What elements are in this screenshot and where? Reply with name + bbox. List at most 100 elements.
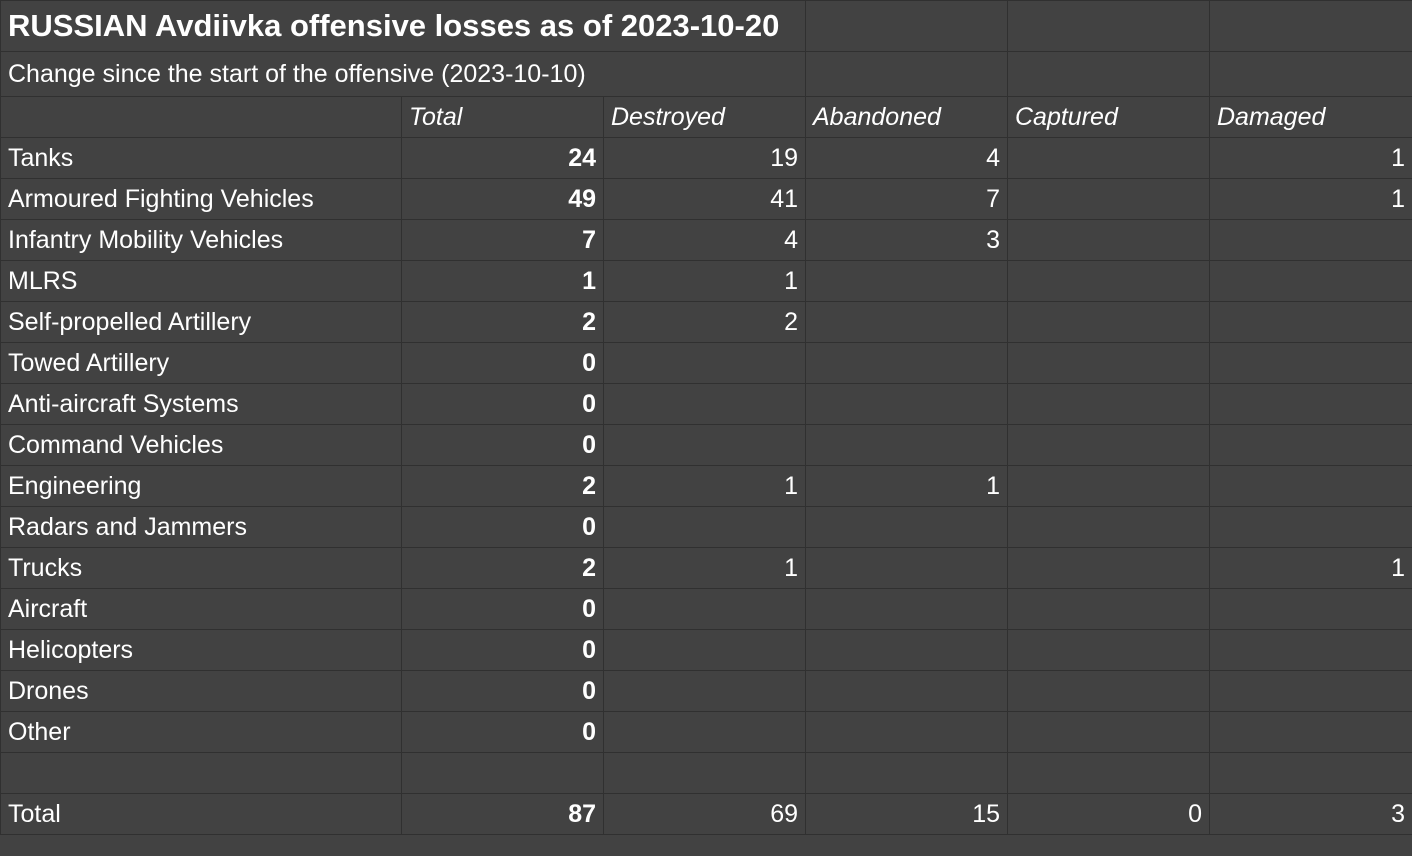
cell-captured[interactable] xyxy=(1007,424,1210,466)
cell-captured[interactable] xyxy=(1007,342,1210,384)
cell-captured[interactable] xyxy=(1007,137,1210,179)
cell-destroyed[interactable]: 1 xyxy=(603,547,806,589)
cell-category[interactable] xyxy=(0,752,402,794)
cell-captured[interactable] xyxy=(1007,383,1210,425)
cell-total[interactable]: 0 xyxy=(401,629,604,671)
cell-category[interactable]: Engineering xyxy=(0,465,402,507)
cell-damaged[interactable] xyxy=(1209,588,1412,630)
cell-captured[interactable] xyxy=(1007,588,1210,630)
cell[interactable] xyxy=(1007,51,1210,97)
cell-damaged[interactable]: 1 xyxy=(1209,178,1412,220)
cell-total[interactable]: 0 xyxy=(401,383,604,425)
cell[interactable] xyxy=(1209,51,1412,97)
column-header-category[interactable] xyxy=(0,96,402,138)
cell-category[interactable]: Armoured Fighting Vehicles xyxy=(0,178,402,220)
cell-destroyed[interactable]: 41 xyxy=(603,178,806,220)
cell-destroyed[interactable] xyxy=(603,711,806,753)
cell-category[interactable]: Helicopters xyxy=(0,629,402,671)
cell-destroyed[interactable] xyxy=(603,752,806,794)
sheet-subtitle[interactable]: Change since the start of the offensive … xyxy=(0,51,806,97)
cell-total[interactable]: 2 xyxy=(401,547,604,589)
cell-abandoned[interactable]: 4 xyxy=(805,137,1008,179)
cell-damaged[interactable]: 1 xyxy=(1209,547,1412,589)
cell-damaged[interactable] xyxy=(1209,260,1412,302)
cell[interactable] xyxy=(1209,0,1412,52)
cell-destroyed[interactable] xyxy=(603,424,806,466)
cell-total[interactable]: 1 xyxy=(401,260,604,302)
cell-captured[interactable] xyxy=(1007,506,1210,548)
cell-destroyed[interactable] xyxy=(603,588,806,630)
cell-total[interactable]: 0 xyxy=(401,588,604,630)
cell-captured[interactable]: 0 xyxy=(1007,793,1210,835)
cell-captured[interactable] xyxy=(1007,711,1210,753)
cell-category[interactable]: Tanks xyxy=(0,137,402,179)
cell-total[interactable]: 2 xyxy=(401,465,604,507)
cell-destroyed[interactable]: 69 xyxy=(603,793,806,835)
column-header-total[interactable]: Total xyxy=(401,96,604,138)
cell-category[interactable]: Other xyxy=(0,711,402,753)
column-header-abandoned[interactable]: Abandoned xyxy=(805,96,1008,138)
cell-abandoned[interactable] xyxy=(805,424,1008,466)
cell-abandoned[interactable] xyxy=(805,301,1008,343)
cell-abandoned[interactable] xyxy=(805,342,1008,384)
cell-category[interactable]: Total xyxy=(0,793,402,835)
column-header-damaged[interactable]: Damaged xyxy=(1209,96,1412,138)
cell-destroyed[interactable]: 4 xyxy=(603,219,806,261)
cell-captured[interactable] xyxy=(1007,301,1210,343)
cell-damaged[interactable] xyxy=(1209,383,1412,425)
cell[interactable] xyxy=(805,51,1008,97)
cell-captured[interactable] xyxy=(1007,219,1210,261)
cell-damaged[interactable] xyxy=(1209,465,1412,507)
cell-category[interactable]: Anti-aircraft Systems xyxy=(0,383,402,425)
cell-destroyed[interactable] xyxy=(603,670,806,712)
cell-total[interactable]: 0 xyxy=(401,342,604,384)
column-header-captured[interactable]: Captured xyxy=(1007,96,1210,138)
cell-destroyed[interactable]: 1 xyxy=(603,465,806,507)
cell-destroyed[interactable] xyxy=(603,383,806,425)
cell-damaged[interactable] xyxy=(1209,219,1412,261)
cell-category[interactable]: Towed Artillery xyxy=(0,342,402,384)
cell-total[interactable]: 0 xyxy=(401,670,604,712)
cell-category[interactable]: Trucks xyxy=(0,547,402,589)
cell-abandoned[interactable]: 7 xyxy=(805,178,1008,220)
cell-total[interactable]: 7 xyxy=(401,219,604,261)
cell-total[interactable]: 49 xyxy=(401,178,604,220)
cell-category[interactable]: Self-propelled Artillery xyxy=(0,301,402,343)
cell-destroyed[interactable] xyxy=(603,629,806,671)
cell-damaged[interactable]: 3 xyxy=(1209,793,1412,835)
cell-total[interactable]: 24 xyxy=(401,137,604,179)
cell-abandoned[interactable] xyxy=(805,588,1008,630)
cell-captured[interactable] xyxy=(1007,260,1210,302)
cell-total[interactable]: 0 xyxy=(401,424,604,466)
cell-destroyed[interactable]: 1 xyxy=(603,260,806,302)
cell-category[interactable]: Command Vehicles xyxy=(0,424,402,466)
cell-abandoned[interactable] xyxy=(805,752,1008,794)
cell-abandoned[interactable] xyxy=(805,260,1008,302)
cell-abandoned[interactable]: 15 xyxy=(805,793,1008,835)
cell-damaged[interactable] xyxy=(1209,711,1412,753)
cell-abandoned[interactable] xyxy=(805,670,1008,712)
cell[interactable] xyxy=(1007,0,1210,52)
cell-captured[interactable] xyxy=(1007,547,1210,589)
cell-total[interactable]: 87 xyxy=(401,793,604,835)
cell-category[interactable]: MLRS xyxy=(0,260,402,302)
cell-damaged[interactable]: 1 xyxy=(1209,137,1412,179)
cell-captured[interactable] xyxy=(1007,752,1210,794)
column-header-destroyed[interactable]: Destroyed xyxy=(603,96,806,138)
cell-category[interactable]: Drones xyxy=(0,670,402,712)
cell-captured[interactable] xyxy=(1007,178,1210,220)
cell-abandoned[interactable] xyxy=(805,383,1008,425)
cell-damaged[interactable] xyxy=(1209,301,1412,343)
cell-captured[interactable] xyxy=(1007,670,1210,712)
cell-destroyed[interactable] xyxy=(603,506,806,548)
cell-category[interactable]: Infantry Mobility Vehicles xyxy=(0,219,402,261)
cell-damaged[interactable] xyxy=(1209,342,1412,384)
cell-damaged[interactable] xyxy=(1209,670,1412,712)
cell-abandoned[interactable]: 3 xyxy=(805,219,1008,261)
cell-abandoned[interactable] xyxy=(805,547,1008,589)
sheet-title[interactable]: RUSSIAN Avdiivka offensive losses as of … xyxy=(0,0,806,52)
cell-total[interactable]: 0 xyxy=(401,711,604,753)
cell-damaged[interactable] xyxy=(1209,629,1412,671)
cell-captured[interactable] xyxy=(1007,629,1210,671)
cell-abandoned[interactable] xyxy=(805,506,1008,548)
